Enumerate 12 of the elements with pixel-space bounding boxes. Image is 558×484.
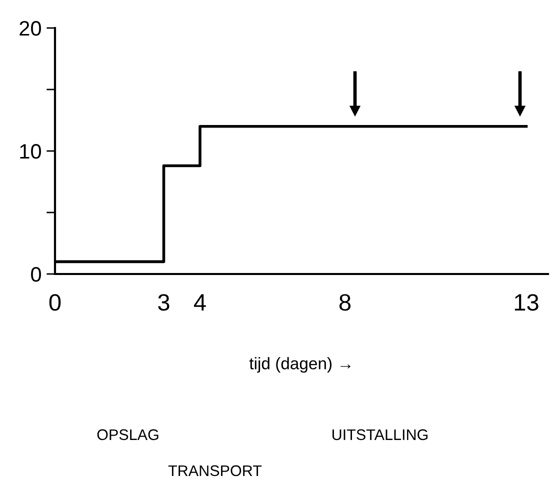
y-tick-label: 0 bbox=[31, 267, 41, 282]
text: TRANSPORT bbox=[168, 465, 262, 476]
text: UITSTALLING bbox=[332, 429, 428, 440]
y-tick-label: 20 bbox=[20, 21, 41, 36]
y-tick-label: 10 bbox=[20, 144, 41, 159]
x-tick-label: 0 bbox=[49, 294, 61, 311]
x-tick-label: 8 bbox=[339, 294, 351, 311]
x-tick-label: 4 bbox=[194, 294, 206, 311]
x-tick-label: 13 bbox=[514, 294, 538, 311]
text: OPSLAG bbox=[97, 429, 158, 440]
x-axis-title: tijd (dagen) → bbox=[249, 357, 350, 373]
x-tick-label: 3 bbox=[158, 294, 170, 311]
